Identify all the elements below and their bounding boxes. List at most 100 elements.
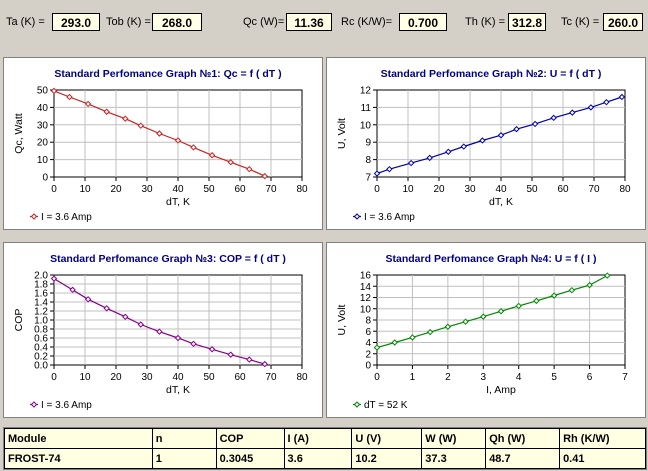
x-tick-label: 30 bbox=[141, 372, 153, 383]
cell-n: 1 bbox=[151, 448, 217, 469]
y-tick-label: 30 bbox=[37, 120, 49, 131]
data-point bbox=[50, 87, 58, 95]
data-point bbox=[515, 302, 522, 310]
param-tob-value[interactable]: 268.0 bbox=[152, 13, 202, 31]
x-tick-label: 4 bbox=[516, 372, 522, 383]
col-header-module: Module bbox=[4, 428, 153, 449]
y-tick-label: 0.6 bbox=[34, 334, 48, 345]
data-point bbox=[122, 115, 129, 122]
x-tick-label: 80 bbox=[296, 372, 308, 383]
param-th-label: Th (K) = bbox=[465, 16, 506, 28]
x-tick-label: 20 bbox=[433, 184, 445, 195]
y-tick-label: 12 bbox=[360, 293, 372, 304]
y-tick-label: 1.8 bbox=[34, 280, 48, 291]
x-tick-label: 2 bbox=[445, 372, 451, 383]
data-point bbox=[246, 165, 253, 173]
data-point bbox=[569, 109, 576, 116]
data-point bbox=[460, 143, 468, 150]
x-tick-label: 10 bbox=[79, 184, 91, 195]
data-point bbox=[156, 130, 163, 137]
param-tc-label: Tc (K) = bbox=[561, 16, 600, 28]
y-tick-label: 50 bbox=[37, 86, 49, 97]
data-point bbox=[513, 125, 520, 133]
y-tick-label: 0 bbox=[365, 361, 371, 372]
data-point bbox=[261, 360, 269, 368]
y-axis-label: COP bbox=[13, 309, 25, 332]
y-tick-label: 7 bbox=[365, 173, 371, 184]
data-point bbox=[480, 313, 487, 320]
data-point bbox=[462, 318, 469, 325]
cell-qh: 48.7 bbox=[485, 448, 561, 469]
data-point bbox=[426, 154, 433, 162]
y-tick-label: 2.0 bbox=[34, 271, 48, 282]
y-tick-label: 40 bbox=[37, 103, 49, 114]
data-point bbox=[137, 122, 145, 129]
param-qc-value[interactable]: 11.36 bbox=[286, 13, 332, 31]
x-tick-label: 50 bbox=[203, 372, 215, 383]
x-tick-label: 0 bbox=[51, 184, 57, 195]
data-point bbox=[246, 356, 253, 363]
data-point bbox=[227, 159, 234, 166]
table-header-row: Module n COP I (A) U (V) W (W) Qh (W) Rh… bbox=[4, 428, 646, 449]
col-header-voltage: U (V) bbox=[351, 428, 423, 449]
data-point bbox=[445, 148, 452, 155]
y-tick-label: 0.4 bbox=[34, 343, 48, 354]
data-point bbox=[174, 334, 182, 342]
col-header-power: W (W) bbox=[421, 428, 487, 449]
series-line bbox=[376, 275, 608, 349]
x-tick-label: 6 bbox=[587, 372, 593, 383]
data-point bbox=[604, 272, 611, 279]
param-ta-value[interactable]: 293.0 bbox=[52, 13, 100, 31]
data-point bbox=[444, 323, 452, 330]
graph-3-svg: Standard Perfomance Graph №3: COP = f ( … bbox=[13, 253, 308, 411]
x-tick-label: 40 bbox=[172, 372, 184, 383]
x-tick-label: 70 bbox=[588, 184, 600, 195]
data-point bbox=[69, 286, 76, 294]
data-point bbox=[122, 313, 129, 321]
data-point bbox=[84, 100, 92, 108]
param-ta: Ta (K) = 293.0 bbox=[6, 12, 100, 34]
y-tick-label: 1.4 bbox=[34, 298, 48, 309]
y-axis-label: U, Volt bbox=[336, 118, 348, 149]
y-tick-label: 9 bbox=[365, 138, 371, 149]
data-point bbox=[426, 328, 434, 336]
col-header-n: n bbox=[151, 428, 217, 449]
y-tick-label: 1.2 bbox=[34, 307, 48, 318]
data-point bbox=[190, 144, 197, 151]
table-row[interactable]: FROST-74 1 0.3045 3.6 10.2 37.3 48.7 0.4… bbox=[4, 448, 646, 469]
y-tick-label: 0.0 bbox=[34, 361, 48, 372]
x-tick-label: 7 bbox=[622, 372, 628, 383]
legend-marker bbox=[353, 401, 361, 408]
data-point bbox=[84, 296, 92, 303]
x-tick-label: 30 bbox=[464, 184, 476, 195]
col-header-qh: Qh (W) bbox=[485, 428, 561, 449]
data-point bbox=[409, 334, 416, 341]
y-tick-label: 0 bbox=[42, 173, 48, 184]
x-tick-label: 20 bbox=[110, 184, 122, 195]
data-point bbox=[386, 165, 393, 173]
param-rc-label: Rc (K/W)= bbox=[341, 16, 393, 28]
y-tick-label: 2 bbox=[365, 349, 371, 360]
data-point bbox=[137, 321, 145, 328]
param-tc-value[interactable]: 260.0 bbox=[603, 13, 643, 31]
data-point bbox=[568, 286, 576, 294]
x-tick-label: 10 bbox=[402, 184, 414, 195]
cell-cop: 0.3045 bbox=[215, 448, 285, 469]
y-tick-label: 6 bbox=[365, 327, 371, 338]
x-tick-label: 40 bbox=[172, 184, 184, 195]
x-tick-label: 10 bbox=[79, 372, 91, 383]
x-tick-label: 50 bbox=[203, 184, 215, 195]
graph-2-title: Standard Perfomance Graph №2: U = f ( dT… bbox=[381, 68, 602, 80]
legend-label: I = 3.6 Amp bbox=[41, 400, 92, 411]
data-point bbox=[373, 344, 381, 351]
parameter-bar: Ta (K) = 293.0 Tob (K) = 268.0 Qc (W)= 1… bbox=[0, 0, 648, 46]
graph-panel-2: Standard Perfomance Graph №2: U = f ( dT… bbox=[326, 57, 646, 230]
module-summary-table: Module n COP I (A) U (V) W (W) Qh (W) Rh… bbox=[3, 427, 647, 470]
param-th-value[interactable]: 312.8 bbox=[508, 13, 546, 31]
param-rc-value[interactable]: 0.700 bbox=[399, 13, 447, 31]
data-point bbox=[156, 328, 163, 335]
graph-1-svg: Standard Perfomance Graph №1: Qc = f ( d… bbox=[13, 68, 308, 223]
col-header-current: I (A) bbox=[283, 428, 353, 449]
param-rc: Rc (K/W)= 0.700 bbox=[341, 12, 451, 34]
data-point bbox=[603, 98, 610, 106]
